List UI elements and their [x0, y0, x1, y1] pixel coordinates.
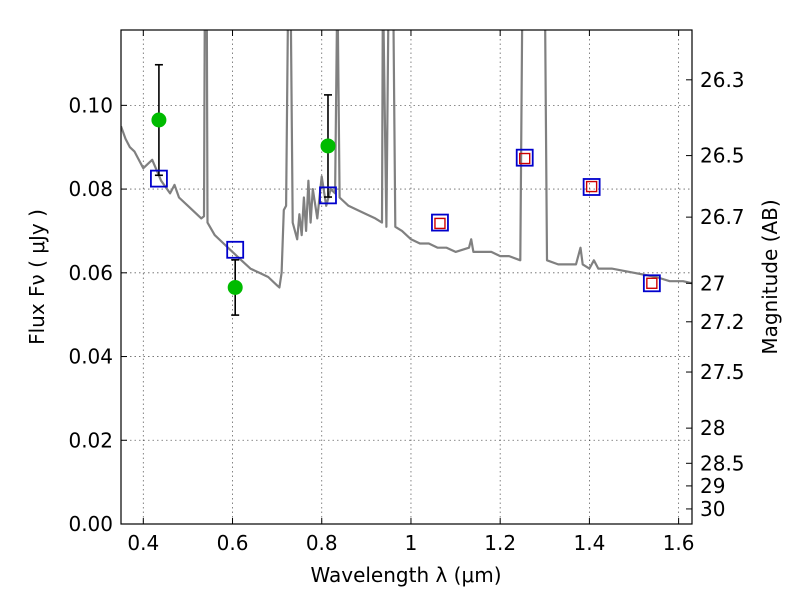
y-tick-label: 0.04 [68, 345, 113, 369]
observed-flux-point [227, 279, 243, 295]
x-tick-label: 0.6 [217, 531, 249, 555]
y-tick-label: 0.10 [68, 93, 113, 117]
x-tick-label: 0.4 [127, 531, 159, 555]
right-tick-label: 28 [700, 416, 725, 440]
axes-frame [120, 29, 693, 525]
model-flux-square [582, 178, 601, 196]
right-tick-label: 26.7 [700, 205, 745, 229]
model-flux-small-square [646, 277, 658, 289]
model-flux-square [642, 274, 661, 293]
model-flux-square [515, 148, 534, 167]
x-tick-label: 1.4 [573, 531, 605, 555]
x-tick-label: 0.8 [306, 531, 338, 555]
right-tick-label: 28.5 [700, 451, 745, 475]
right-tick-label: 26.3 [700, 68, 745, 92]
right-tick-label: 27.2 [700, 310, 745, 334]
model-flux-square [226, 240, 245, 259]
x-tick-label: 1.6 [663, 531, 695, 555]
y-tick-label: 0.08 [68, 177, 113, 201]
axis-ticks: 0.4 0.6 0.8 1 1.2 1.4 1.6 0.00 0.02 0.04 0.06 0.08 0… [68, 30, 745, 555]
right-tick-label: 26.5 [700, 144, 745, 168]
model-flux-small-square [585, 180, 598, 193]
right-tick-label: 30 [700, 497, 725, 521]
x-tick-label: 1.2 [484, 531, 516, 555]
model-flux-square [319, 186, 337, 205]
model-flux-small-square [519, 152, 531, 165]
x-tick-label: 1 [405, 531, 418, 555]
model-flux-square [431, 213, 449, 232]
y-tick-label: 0.06 [68, 261, 113, 285]
y-tick-label: 0.00 [68, 512, 113, 536]
y-tick-label: 0.02 [68, 428, 113, 452]
x-axis-label: Wavelength λ (μm) [310, 563, 501, 587]
right-tick-label: 27 [700, 271, 725, 295]
model-flux-square [150, 169, 168, 188]
observed-flux-point [320, 138, 336, 154]
grid-lines [121, 30, 692, 524]
plot-area [121, 30, 692, 316]
y-axis-label: Flux Fν ( μJy ) [25, 209, 49, 345]
right-tick-label: 27.5 [700, 360, 745, 384]
observed-flux-point [151, 112, 167, 128]
model-spectrum-line [121, 30, 692, 289]
right-tick-label: 29 [700, 474, 725, 498]
right-axis-label: Magnitude (AB) [758, 199, 782, 354]
model-flux-small-square [434, 217, 446, 230]
